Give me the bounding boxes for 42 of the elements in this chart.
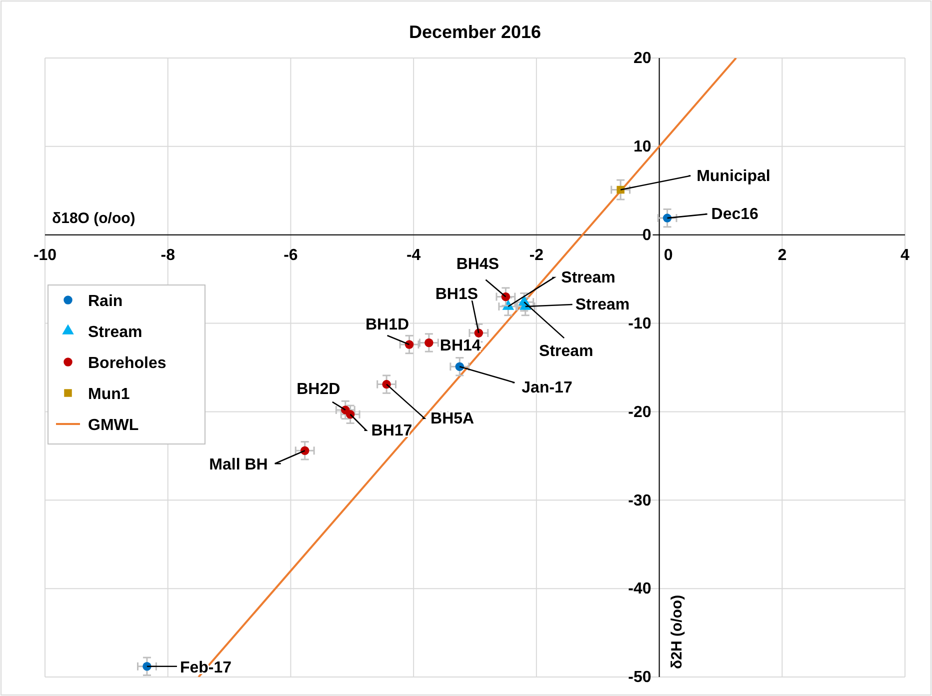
y-tick-label: -20 [628, 404, 652, 421]
legend-label: GMWL [88, 417, 139, 434]
point [424, 338, 434, 348]
annotation: Stream [575, 296, 630, 314]
legend-label: Rain [88, 293, 123, 310]
annotation: BH17 [371, 422, 412, 440]
annotation: BH2D [296, 380, 340, 398]
annotation: BH1D [365, 316, 410, 334]
x-tick-label: 2 [778, 247, 787, 264]
y-tick-label: -10 [628, 315, 652, 332]
y-tick-label: -50 [628, 669, 652, 686]
legend-label: Stream [88, 324, 142, 341]
annotation: BH1S [435, 286, 478, 304]
point [404, 340, 414, 349]
y-tick-label: 10 [633, 138, 652, 156]
x-tick-label: -8 [160, 247, 176, 264]
y-tick-label: -30 [628, 492, 652, 510]
annotation: Municipal [696, 168, 770, 185]
x-tick-label: 4 [900, 247, 910, 264]
y-tick-label: 20 [633, 50, 652, 68]
point [474, 328, 484, 338]
annotation: Stream [561, 269, 616, 286]
annotation: Stream [539, 343, 594, 360]
y-tick-label: 0 [642, 226, 652, 244]
annotation: Jan-17 [522, 380, 572, 397]
x-tick-label: -4 [406, 247, 421, 264]
chart-title: December 2016 [408, 22, 542, 42]
point [346, 410, 355, 419]
legend-label: Boreholes [88, 355, 166, 372]
x-tick-label: -2 [529, 247, 544, 264]
annotation: BH4S [456, 256, 500, 273]
annotation: Mall BH [209, 456, 268, 474]
x-axis-title: δ18O (o/oo) [52, 210, 136, 227]
y-axis-title: δ2H (o/oo) [668, 594, 686, 669]
legend-label: Mun1 [88, 386, 130, 403]
annotation: BH5A [430, 410, 475, 428]
x-tick-label: 0 [664, 247, 673, 264]
annotation: Dec16 [711, 206, 759, 224]
y-tick-label: -40 [628, 580, 652, 598]
annotation: BH14 [440, 338, 481, 355]
x-tick-label: -6 [284, 247, 298, 264]
x-tick-label: -10 [33, 247, 57, 264]
